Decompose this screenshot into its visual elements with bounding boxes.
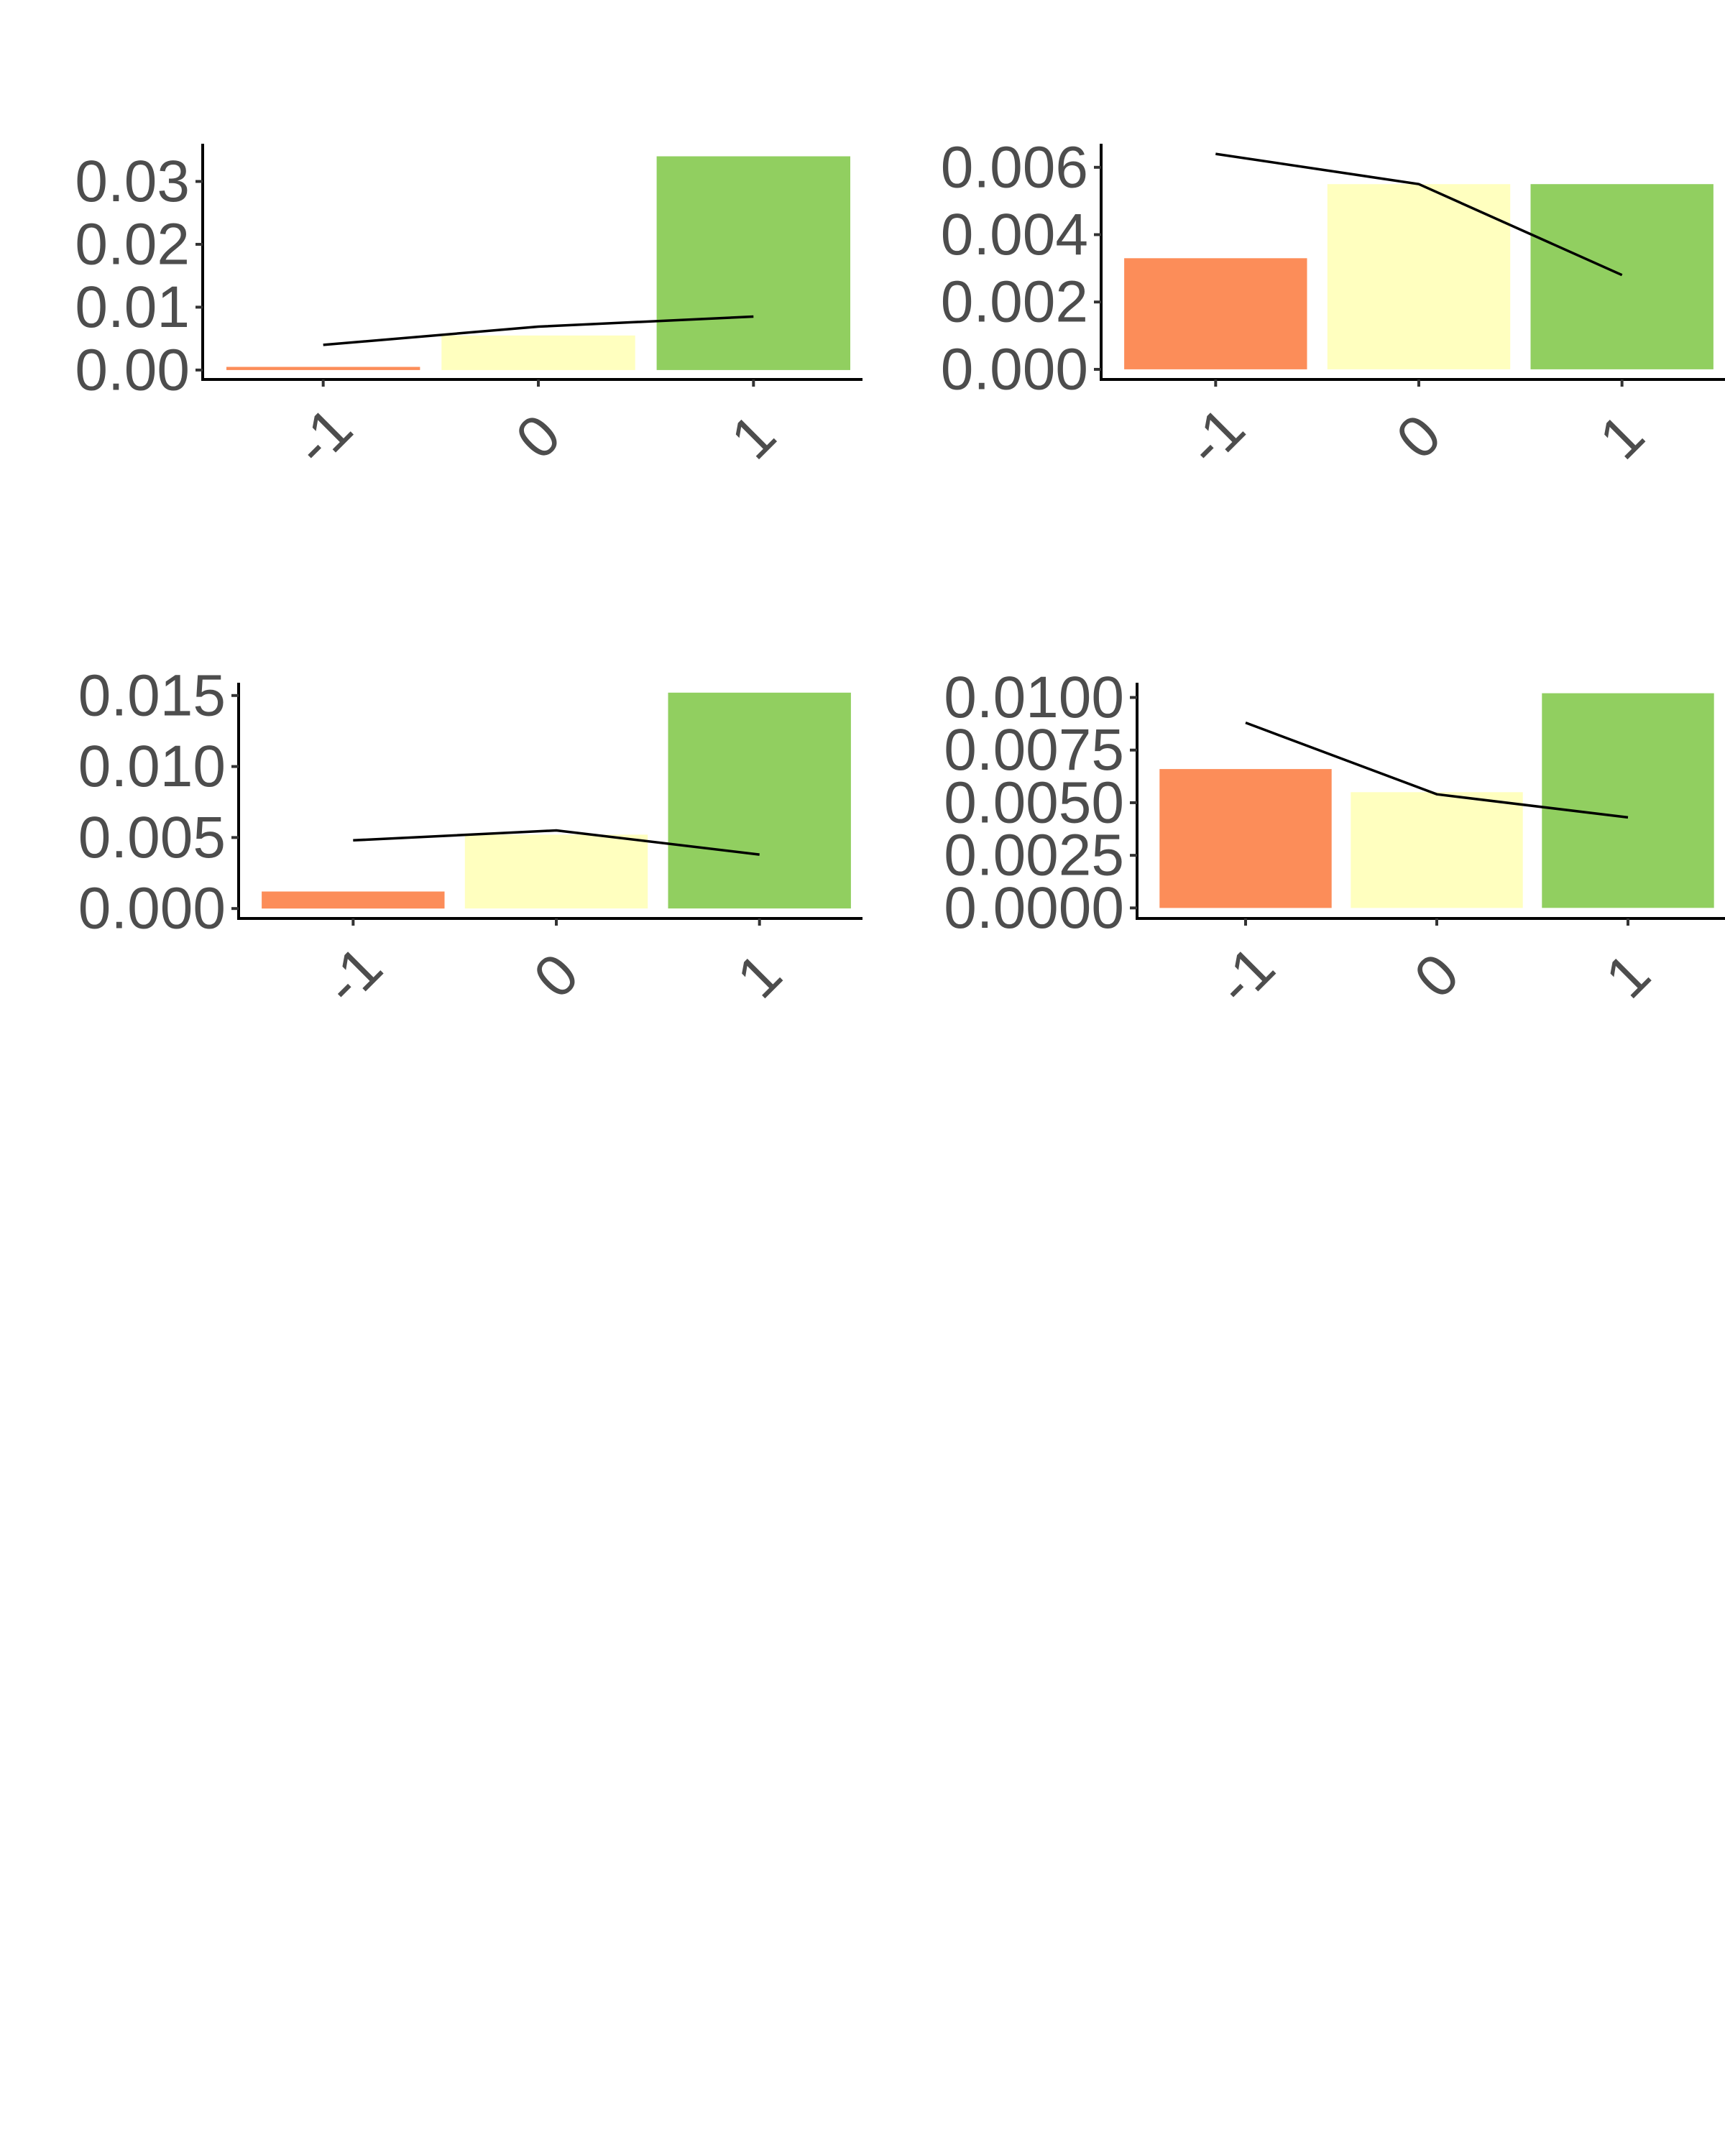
y-tick-label: 0.00 — [75, 337, 190, 402]
bar-0 — [441, 335, 635, 370]
bar-0 — [464, 834, 648, 909]
x-tick-label: 0 — [1384, 402, 1454, 472]
y-tick-label: 0.0075 — [944, 717, 1124, 783]
bar--1 — [1124, 258, 1307, 369]
bar--1 — [262, 891, 445, 909]
bar--1 — [226, 367, 420, 370]
bar-1 — [1530, 184, 1714, 369]
y-tick-label: 0.0000 — [944, 875, 1124, 941]
bar-1 — [668, 692, 851, 909]
y-tick-label: 0.000 — [941, 336, 1088, 402]
y-tick-label: 0.000 — [78, 876, 226, 941]
y-tick-label: 0.01 — [75, 275, 190, 340]
bar--1 — [1159, 769, 1332, 908]
y-tick-label: 0.006 — [941, 134, 1088, 200]
x-tick-label: -1 — [1204, 934, 1287, 1018]
trend-line — [323, 315, 754, 346]
y-tick-label: 0.005 — [78, 805, 226, 870]
x-tick-label: 1 — [1587, 402, 1657, 472]
x-tick-label: -1 — [1174, 395, 1257, 479]
y-tick-label: 0.004 — [941, 202, 1088, 267]
chart-panel-bottom-left: 0.0000.0050.0100.015 -1 0 1 — [78, 663, 862, 1018]
bar-0 — [1327, 184, 1511, 369]
y-tick-label: 0.0100 — [944, 665, 1124, 730]
bar-1 — [656, 156, 850, 370]
y-tick-label: 0.03 — [75, 149, 190, 214]
x-tick-label: 1 — [719, 402, 788, 472]
y-tick-label: 0.0025 — [944, 823, 1124, 888]
x-tick-label: 1 — [1593, 941, 1663, 1011]
trend-line — [1245, 721, 1629, 819]
y-tick-label: 0.010 — [78, 734, 226, 799]
x-tick-label: 0 — [504, 402, 574, 472]
x-tick-label: 1 — [724, 941, 794, 1011]
trend-line — [353, 829, 760, 856]
bar-1 — [1542, 693, 1714, 908]
y-tick-label: 0.002 — [941, 270, 1088, 335]
trend-line — [1215, 152, 1623, 277]
bar-0 — [1351, 792, 1523, 908]
x-tick-label: 0 — [522, 941, 592, 1011]
chart-panel-top-left: 0.000.010.020.03 -1 0 1 — [75, 144, 862, 479]
y-tick-label: 0.015 — [78, 663, 226, 728]
y-tick-label: 0.02 — [75, 211, 190, 277]
x-tick-label: -1 — [311, 934, 395, 1018]
x-tick-label: 0 — [1402, 941, 1472, 1011]
x-tick-label: -1 — [282, 395, 365, 479]
y-tick-label: 0.0050 — [944, 770, 1124, 835]
